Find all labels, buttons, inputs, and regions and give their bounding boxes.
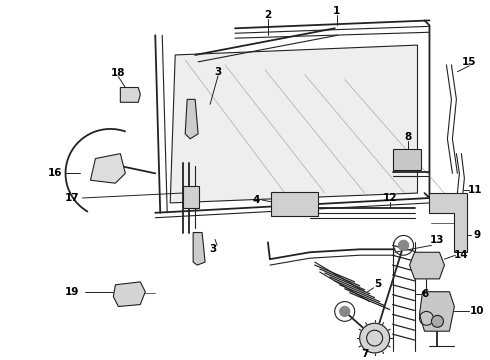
Polygon shape (121, 87, 140, 102)
Circle shape (360, 323, 390, 353)
Circle shape (398, 240, 409, 250)
Text: 7: 7 (361, 349, 368, 359)
Text: 17: 17 (65, 193, 80, 203)
Bar (183, 186, 199, 208)
Polygon shape (410, 252, 444, 279)
Text: 12: 12 (382, 193, 397, 203)
Text: 11: 11 (468, 185, 483, 195)
Circle shape (432, 315, 443, 327)
Circle shape (340, 306, 350, 316)
Text: 3: 3 (215, 67, 221, 77)
Text: 9: 9 (474, 230, 481, 240)
Polygon shape (429, 193, 467, 252)
Text: 5: 5 (374, 279, 381, 289)
Text: 1: 1 (333, 5, 341, 15)
Text: 8: 8 (404, 132, 411, 142)
Text: 15: 15 (462, 57, 477, 67)
Polygon shape (193, 233, 205, 265)
Text: 14: 14 (454, 250, 469, 260)
Text: 13: 13 (430, 235, 445, 246)
Text: 3: 3 (209, 244, 217, 254)
Polygon shape (91, 154, 125, 183)
Text: 2: 2 (264, 10, 271, 21)
Text: 18: 18 (111, 68, 125, 78)
Polygon shape (113, 282, 145, 306)
Text: 19: 19 (65, 287, 80, 297)
Polygon shape (185, 99, 198, 139)
Text: 6: 6 (422, 289, 429, 299)
Text: 4: 4 (252, 195, 260, 205)
FancyBboxPatch shape (271, 192, 318, 216)
Polygon shape (170, 45, 417, 203)
Text: 16: 16 (49, 168, 63, 178)
Text: 10: 10 (470, 306, 485, 316)
Bar (392, 149, 420, 170)
Polygon shape (419, 292, 454, 331)
